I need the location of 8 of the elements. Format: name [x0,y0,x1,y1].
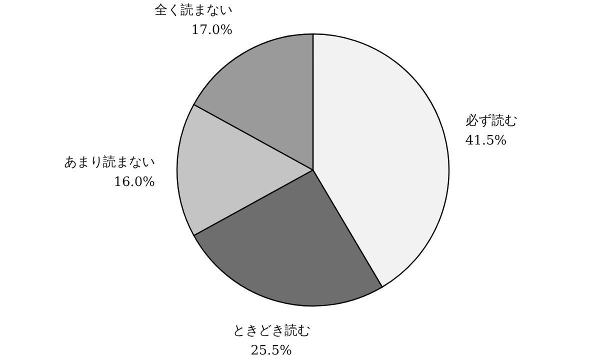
slice-label: 全く読まない [154,3,233,18]
data-label: 25.5% [250,343,292,358]
slice-label: あまり読まない [64,155,155,170]
data-label: 17.0% [191,23,233,38]
slice-label: 必ず読む [465,113,518,128]
data-label: 41.5% [465,133,507,148]
data-label: 16.0% [114,175,155,190]
slice-label: ときどき読む [232,323,310,338]
